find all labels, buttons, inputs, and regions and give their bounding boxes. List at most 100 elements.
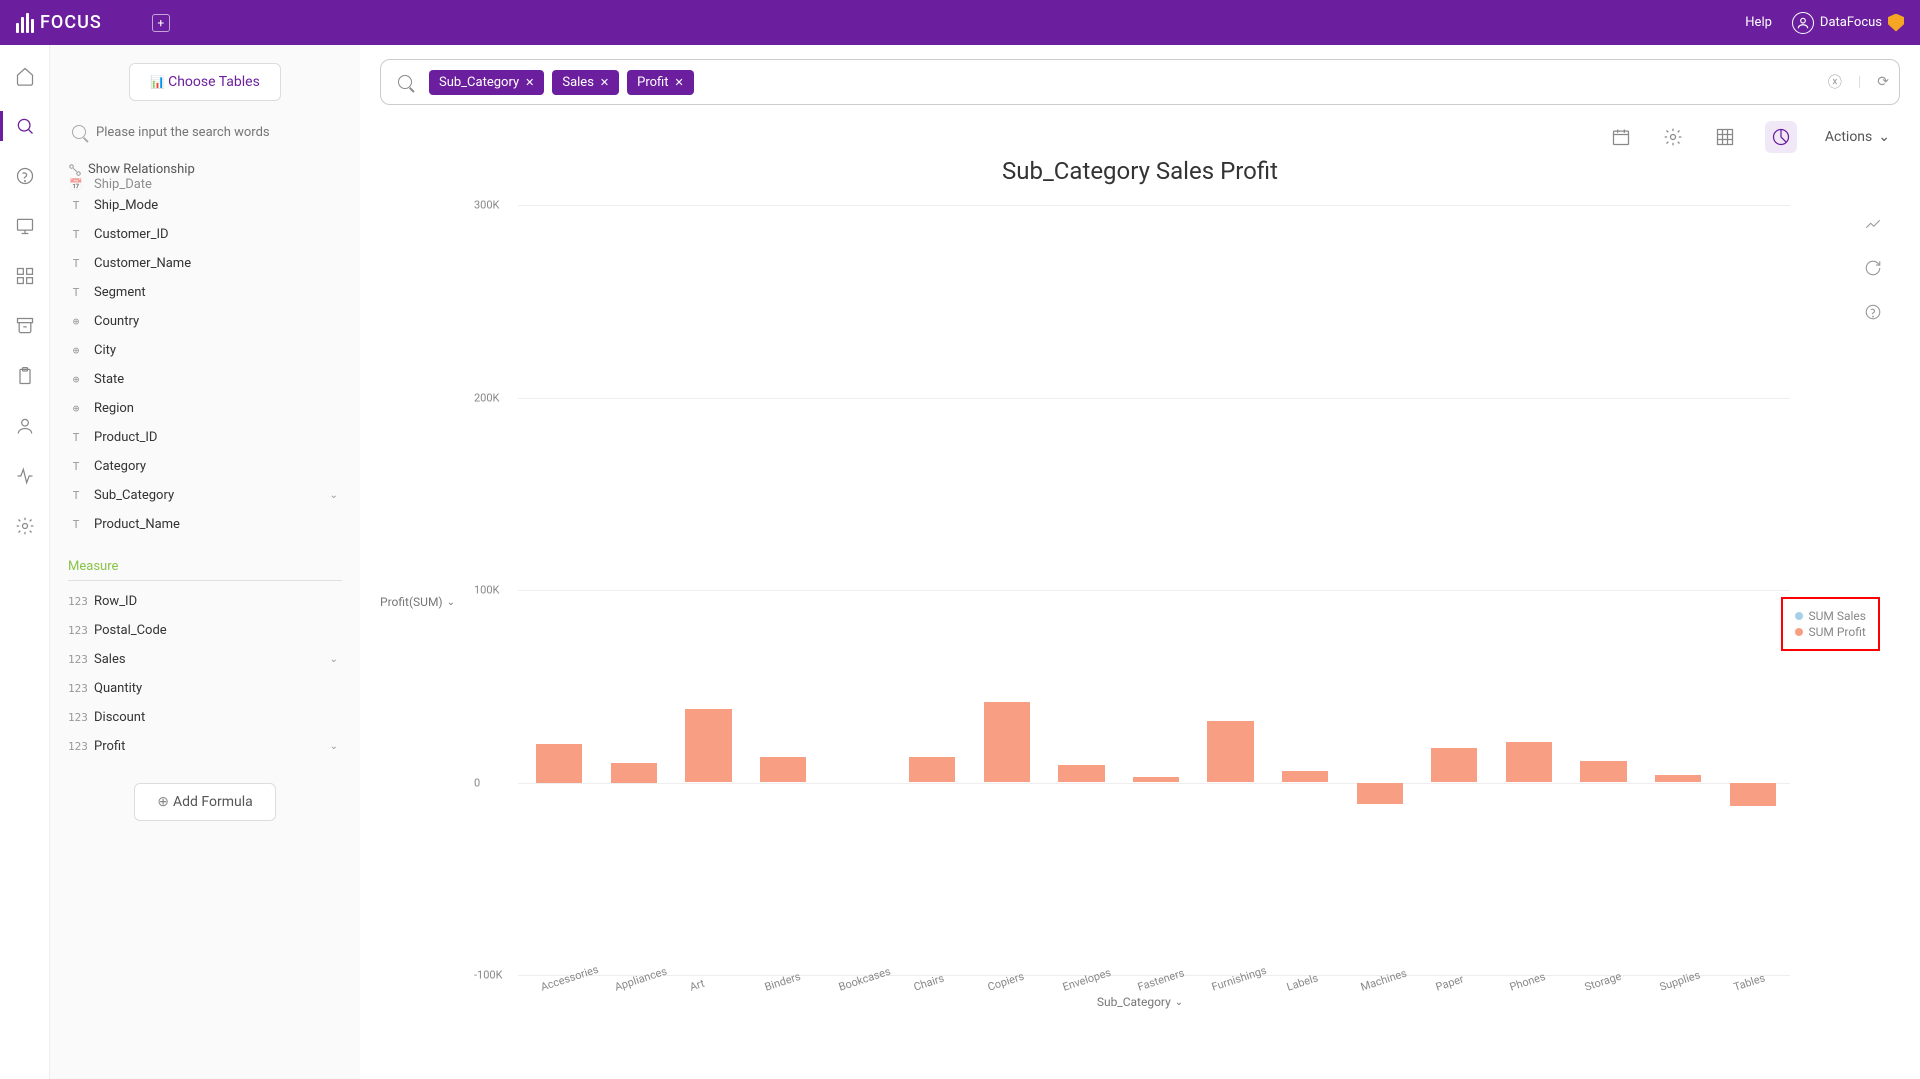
chart-legend[interactable]: SUM Sales SUM Profit bbox=[1781, 597, 1881, 651]
legend-swatch-icon bbox=[1795, 612, 1803, 620]
x-axis-label[interactable]: Sub_Category ⌄ bbox=[1097, 995, 1183, 1009]
field-row[interactable]: TCategory bbox=[68, 452, 342, 481]
field-row[interactable]: TCustomer_ID bbox=[68, 220, 342, 249]
chart-bar[interactable] bbox=[760, 757, 806, 782]
chart-bar[interactable] bbox=[1655, 775, 1701, 783]
nav-settings-icon[interactable] bbox=[14, 515, 36, 537]
y-axis-label[interactable]: Profit(SUM) ⌄ bbox=[380, 595, 455, 609]
chip-remove-icon[interactable]: ✕ bbox=[525, 76, 534, 89]
nav-activity-icon[interactable] bbox=[14, 465, 36, 487]
query-bar[interactable]: Sub_Category✕Sales✕Profit✕ ⓧ | ⟳ bbox=[380, 59, 1900, 105]
field-row[interactable]: 📅Ship_Date bbox=[68, 177, 342, 191]
chart-title: Sub_Category Sales Profit bbox=[380, 157, 1900, 185]
x-tick-label: Storage bbox=[1583, 970, 1623, 994]
actions-menu[interactable]: Actions ⌄ bbox=[1825, 129, 1890, 145]
refresh-chart-icon[interactable] bbox=[1864, 259, 1882, 277]
field-row[interactable]: ⊕Country bbox=[68, 307, 342, 336]
field-row[interactable]: 123Discount bbox=[68, 703, 342, 732]
chart-bar[interactable] bbox=[1207, 721, 1253, 783]
legend-swatch-icon bbox=[1795, 628, 1803, 636]
x-tick-label: Phones bbox=[1508, 970, 1547, 994]
x-tick-label: Art bbox=[688, 977, 706, 994]
query-chip[interactable]: Profit✕ bbox=[627, 70, 694, 95]
field-row[interactable]: ⊕City bbox=[68, 336, 342, 365]
field-row[interactable]: ⊕State bbox=[68, 365, 342, 394]
field-row[interactable]: 123Profit⌄ bbox=[68, 732, 342, 761]
nav-archive-icon[interactable] bbox=[14, 315, 36, 337]
query-search-icon[interactable] bbox=[391, 68, 419, 96]
nav-search-icon[interactable] bbox=[14, 115, 36, 137]
field-name: Product_Name bbox=[94, 517, 180, 532]
field-row[interactable]: 123Postal_Code bbox=[68, 616, 342, 645]
fields-search-input[interactable] bbox=[68, 117, 342, 148]
calendar-icon[interactable] bbox=[1609, 125, 1633, 149]
settings-gear-icon[interactable] bbox=[1661, 125, 1685, 149]
chart-container: Profit(SUM) ⌄ 300K200K100K0-100KAccessor… bbox=[380, 205, 1900, 1015]
legend-item[interactable]: SUM Sales bbox=[1795, 609, 1867, 623]
field-row[interactable]: TProduct_Name bbox=[68, 510, 342, 539]
main-area: Sub_Category✕Sales✕Profit✕ ⓧ | ⟳ Actions… bbox=[360, 45, 1920, 1079]
chip-remove-icon[interactable]: ✕ bbox=[600, 76, 609, 89]
legend-item[interactable]: SUM Profit bbox=[1795, 625, 1867, 639]
field-type-icon: 123 bbox=[68, 682, 84, 695]
chart-help-icon[interactable] bbox=[1864, 303, 1882, 321]
chart-bar[interactable] bbox=[1133, 777, 1179, 783]
chart-bar[interactable] bbox=[1506, 742, 1552, 782]
chart-bar[interactable] bbox=[1282, 771, 1328, 783]
query-chip[interactable]: Sub_Category✕ bbox=[429, 70, 544, 95]
field-row[interactable]: TProduct_ID bbox=[68, 423, 342, 452]
nav-grid-icon[interactable] bbox=[14, 265, 36, 287]
refresh-query-icon[interactable]: ⟳ bbox=[1877, 74, 1889, 90]
chart-bar[interactable] bbox=[1357, 783, 1403, 804]
choose-tables-button[interactable]: Choose Tables bbox=[129, 63, 281, 101]
chip-remove-icon[interactable]: ✕ bbox=[674, 76, 683, 89]
add-tab-button[interactable]: + bbox=[152, 14, 170, 32]
nav-home-icon[interactable] bbox=[14, 65, 36, 87]
query-chip[interactable]: Sales✕ bbox=[552, 70, 619, 95]
chevron-down-icon: ⌄ bbox=[1878, 129, 1890, 145]
chart-bar[interactable] bbox=[611, 763, 657, 782]
help-link[interactable]: Help bbox=[1745, 15, 1772, 30]
x-tick-label: Furnishings bbox=[1210, 964, 1268, 994]
grid-line bbox=[518, 205, 1790, 206]
table-view-icon[interactable] bbox=[1713, 125, 1737, 149]
field-row[interactable]: 123Sales⌄ bbox=[68, 645, 342, 674]
nav-user-icon[interactable] bbox=[14, 415, 36, 437]
field-row[interactable]: ⊕Region bbox=[68, 394, 342, 423]
field-name: Customer_Name bbox=[94, 256, 191, 271]
chart-bar[interactable] bbox=[1580, 761, 1626, 782]
field-type-icon: 123 bbox=[68, 624, 84, 637]
chart-bar[interactable] bbox=[1431, 748, 1477, 783]
line-chart-icon[interactable] bbox=[1864, 215, 1882, 233]
field-name: Category bbox=[94, 459, 146, 474]
chart-bar[interactable] bbox=[685, 709, 731, 782]
chevron-down-icon: ⌄ bbox=[330, 741, 338, 752]
chart-bar[interactable] bbox=[909, 757, 955, 782]
show-relationship-toggle[interactable]: Show Relationship bbox=[68, 162, 342, 177]
chart-bar[interactable] bbox=[536, 744, 582, 783]
field-row[interactable]: TShip_Mode bbox=[68, 191, 342, 220]
user-menu[interactable]: DataFocus bbox=[1792, 12, 1904, 34]
chart-view-icon[interactable] bbox=[1765, 121, 1797, 153]
field-row[interactable]: 123Quantity bbox=[68, 674, 342, 703]
chart-bar[interactable] bbox=[984, 702, 1030, 783]
shield-icon bbox=[1888, 14, 1904, 32]
field-row[interactable]: TSegment bbox=[68, 278, 342, 307]
x-tick-label: Binders bbox=[763, 970, 802, 994]
field-row[interactable]: TSub_Category⌄ bbox=[68, 481, 342, 510]
nav-help-icon[interactable] bbox=[14, 165, 36, 187]
field-name: Sales bbox=[94, 652, 126, 667]
x-tick-label: Appliances bbox=[613, 965, 669, 994]
field-type-icon: 123 bbox=[68, 595, 84, 608]
clear-query-icon[interactable]: ⓧ bbox=[1828, 72, 1842, 92]
field-row[interactable]: TCustomer_Name bbox=[68, 249, 342, 278]
chart-bar[interactable] bbox=[1730, 783, 1776, 806]
nav-clipboard-icon[interactable] bbox=[14, 365, 36, 387]
chevron-down-icon: ⌄ bbox=[1175, 997, 1183, 1008]
logo[interactable]: FOCUS bbox=[16, 12, 102, 33]
field-row[interactable]: 123Row_ID bbox=[68, 587, 342, 616]
add-formula-button[interactable]: ⊕Add Formula bbox=[134, 783, 275, 821]
x-tick-label: Supplies bbox=[1658, 968, 1702, 993]
chart-bar[interactable] bbox=[1058, 765, 1104, 782]
nav-monitor-icon[interactable] bbox=[14, 215, 36, 237]
